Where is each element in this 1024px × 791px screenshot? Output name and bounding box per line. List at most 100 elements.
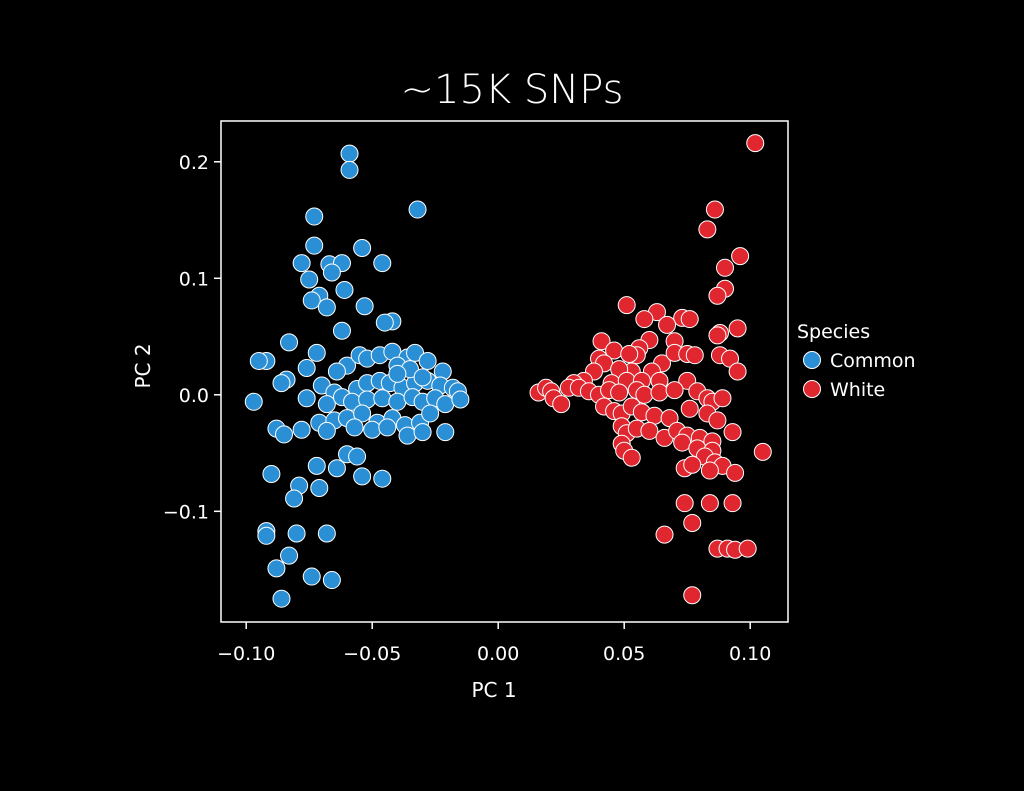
x-tick-label: 0.05 (603, 643, 645, 665)
data-point (262, 465, 281, 484)
data-point (355, 297, 374, 316)
data-point (375, 313, 394, 332)
data-point (673, 433, 692, 452)
legend-title: Species (797, 321, 870, 343)
data-point (610, 383, 629, 402)
data-point (418, 352, 437, 371)
data-point (388, 364, 407, 383)
y-tick-label: 0.2 (179, 152, 209, 174)
data-point (373, 254, 392, 273)
data-point (317, 395, 336, 414)
data-point (257, 526, 276, 545)
data-point (726, 463, 745, 482)
data-point (413, 368, 432, 387)
data-point (436, 395, 455, 414)
data-point (285, 489, 304, 508)
data-point (723, 494, 742, 513)
data-point (700, 494, 719, 513)
data-point (617, 296, 636, 315)
legend-marker (803, 351, 821, 369)
data-point (317, 421, 336, 440)
data-point (300, 270, 319, 289)
data-point (353, 404, 372, 423)
data-point (317, 524, 336, 543)
x-tick-label: 0.00 (477, 643, 519, 665)
data-point (413, 423, 432, 442)
data-point (650, 383, 669, 402)
legend-label: Common (830, 350, 916, 372)
data-point (408, 200, 427, 219)
data-point (436, 423, 455, 442)
x-tick-label: −0.10 (217, 643, 275, 665)
data-point (708, 286, 727, 305)
x-axis: −0.10 −0.05 0.00 0.05 0.10 (217, 622, 771, 665)
data-point (731, 247, 750, 266)
legend-label: White (830, 379, 885, 401)
y-axis-label: PC 2 (131, 343, 155, 388)
data-point (738, 539, 757, 558)
y-tick-label: −0.1 (163, 501, 209, 523)
x-tick-label: 0.10 (729, 643, 771, 665)
y-axis: 0.2 0.1 0.0 −0.1 (163, 152, 221, 523)
legend: Species Common White (797, 321, 916, 401)
data-point (680, 399, 699, 418)
data-point (310, 479, 329, 498)
data-point (723, 423, 742, 442)
chart-title: ~15K SNPs (401, 67, 624, 113)
data-point (345, 418, 364, 437)
data-point (645, 406, 664, 425)
series-common (244, 144, 470, 608)
data-point (272, 374, 291, 393)
data-point (622, 448, 641, 467)
data-point (305, 236, 324, 255)
data-point (292, 254, 311, 273)
data-point (685, 346, 704, 365)
data-point (322, 571, 341, 590)
y-tick-label: 0.0 (179, 385, 209, 407)
data-point (406, 343, 425, 362)
data-point (353, 467, 372, 486)
data-point (327, 362, 346, 381)
data-point (302, 567, 321, 586)
data-point (297, 389, 316, 408)
data-point (249, 352, 268, 371)
data-point (675, 494, 694, 513)
data-point (244, 392, 263, 411)
data-point (332, 321, 351, 340)
data-point (292, 420, 311, 439)
data-point (620, 345, 639, 364)
y-tick-label: 0.1 (179, 268, 209, 290)
data-point (728, 362, 747, 381)
data-point (655, 525, 674, 544)
data-point (708, 411, 727, 430)
data-point (746, 134, 765, 153)
data-point (305, 207, 324, 226)
data-point (287, 524, 306, 543)
data-point (317, 298, 336, 317)
data-point (665, 381, 684, 400)
series-white (529, 134, 772, 605)
data-point (552, 395, 571, 414)
x-tick-label: −0.05 (343, 643, 401, 665)
data-point (280, 546, 299, 565)
data-point (592, 332, 611, 351)
data-point (340, 160, 359, 179)
data-point (388, 392, 407, 411)
data-point (700, 461, 719, 480)
data-points (244, 134, 772, 608)
data-point (705, 200, 724, 219)
data-point (275, 425, 293, 444)
data-point (280, 333, 299, 352)
data-point (708, 326, 727, 345)
data-point (307, 456, 326, 475)
data-point (307, 343, 326, 362)
data-point (267, 559, 286, 578)
data-point (716, 258, 734, 277)
data-point (373, 389, 392, 408)
x-axis-label: PC 1 (471, 678, 516, 702)
data-point (373, 469, 392, 488)
data-point (451, 390, 470, 409)
data-point (348, 447, 367, 466)
data-point (698, 220, 717, 239)
data-point (302, 291, 321, 310)
